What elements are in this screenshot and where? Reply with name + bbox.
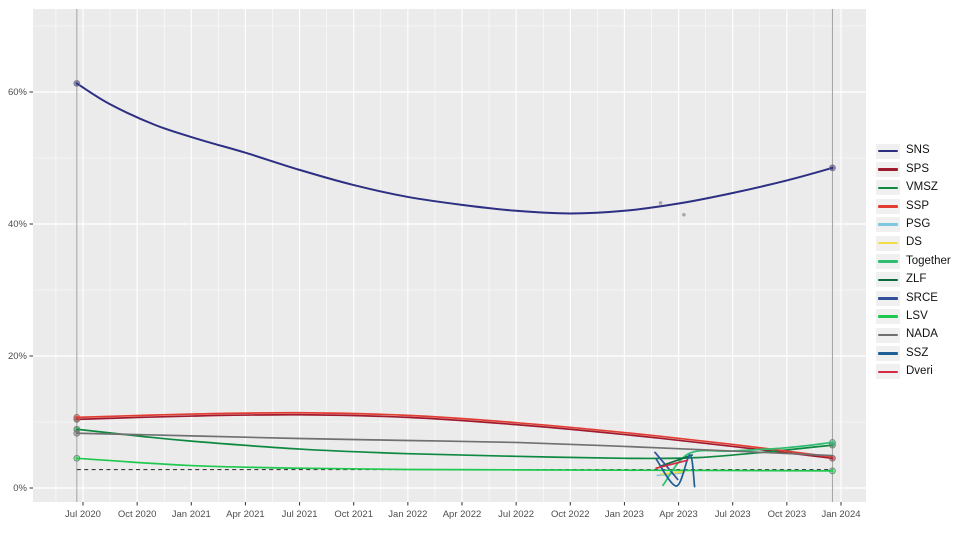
legend-item-psg: PSG bbox=[876, 216, 951, 234]
x-axis-label: Jan 2021 bbox=[172, 509, 211, 520]
legend-line-swatch bbox=[878, 223, 898, 227]
legend-key-icon bbox=[876, 327, 900, 343]
data-point-together bbox=[829, 439, 836, 446]
legend-key-icon bbox=[876, 217, 900, 233]
legend-line-swatch bbox=[878, 370, 898, 374]
legend-key-icon bbox=[876, 272, 900, 288]
x-axis-label: Apr 2022 bbox=[443, 509, 482, 520]
legend-key-icon bbox=[876, 143, 900, 159]
data-point-nada bbox=[73, 429, 81, 437]
legend-label: SPS bbox=[906, 162, 930, 175]
y-axis-label: 40% bbox=[8, 219, 28, 230]
x-axis-label: Jan 2024 bbox=[821, 509, 860, 520]
legend-label: Together bbox=[906, 254, 951, 267]
legend-key-icon bbox=[876, 290, 900, 306]
legend-label: SSZ bbox=[906, 346, 929, 359]
legend-label: Dveri bbox=[906, 365, 933, 378]
legend-line-swatch bbox=[878, 315, 898, 318]
data-point-sns bbox=[73, 80, 81, 87]
data-point-ssp bbox=[73, 414, 81, 421]
legend-line-swatch bbox=[878, 333, 898, 337]
x-axis-label: Apr 2023 bbox=[659, 509, 698, 520]
trend-line-lsv bbox=[75, 457, 834, 472]
poll-scatter-point bbox=[682, 212, 686, 217]
legend-key-icon bbox=[876, 180, 900, 196]
legend-label: SNS bbox=[906, 144, 930, 157]
legend-item-ssz: SSZ bbox=[876, 344, 951, 362]
legend-line-swatch bbox=[878, 278, 898, 282]
legend-item-dveri: Dveri bbox=[876, 363, 951, 381]
legend-line-swatch bbox=[878, 186, 898, 190]
legend-line-swatch bbox=[878, 260, 898, 263]
legend-item-nada: NADA bbox=[876, 326, 951, 344]
trend-line-nada bbox=[75, 432, 834, 457]
legend-item-srce: SRCE bbox=[876, 289, 951, 307]
x-axis-label: Jul 2023 bbox=[715, 509, 751, 520]
trend-line-vmsz bbox=[75, 428, 834, 460]
x-axis-label: Oct 2023 bbox=[768, 509, 807, 520]
y-axis-label: 60% bbox=[8, 87, 28, 98]
legend-item-sps: SPS bbox=[876, 160, 951, 178]
x-axis-label: Jan 2023 bbox=[605, 509, 644, 520]
legend-label: DS bbox=[906, 236, 922, 249]
y-axis-label: 0% bbox=[13, 483, 27, 494]
trend-line-ssp bbox=[75, 411, 834, 458]
legend-line-swatch bbox=[878, 205, 898, 208]
legend-line-swatch bbox=[878, 168, 898, 171]
plot-panel bbox=[33, 9, 866, 502]
data-point-sns bbox=[829, 164, 836, 172]
legend-item-vmsz: VMSZ bbox=[876, 179, 951, 197]
x-axis-label: Apr 2021 bbox=[226, 509, 265, 520]
x-axis-label: Jan 2022 bbox=[388, 509, 427, 520]
data-point-lsv bbox=[829, 467, 836, 475]
x-axis-label: Jul 2021 bbox=[282, 509, 318, 520]
trend-line-sps bbox=[75, 413, 834, 460]
legend-line-swatch bbox=[878, 241, 898, 245]
legend-item-lsv: LSV bbox=[876, 308, 951, 326]
legend-key-icon bbox=[876, 235, 900, 251]
x-axis-label: Jul 2022 bbox=[498, 509, 534, 520]
legend-line-swatch bbox=[878, 297, 898, 300]
y-axis-label: 20% bbox=[8, 351, 28, 362]
legend-key-icon bbox=[876, 345, 900, 361]
trend-line-ssz bbox=[655, 454, 696, 488]
legend-label: NADA bbox=[906, 328, 938, 341]
x-axis-label: Oct 2021 bbox=[334, 509, 373, 520]
data-point-lsv bbox=[73, 454, 81, 462]
poll-scatter-point bbox=[658, 201, 663, 205]
legend-label: SSP bbox=[906, 199, 930, 212]
legend-key-icon bbox=[876, 162, 900, 178]
x-axis-label: Oct 2020 bbox=[118, 509, 157, 520]
trend-line-sns bbox=[75, 82, 834, 215]
legend-item-ssp: SSP bbox=[876, 197, 951, 215]
x-axis-label: Oct 2022 bbox=[551, 509, 590, 520]
x-axis-label: Jul 2020 bbox=[65, 509, 101, 520]
legend-label: VMSZ bbox=[906, 181, 938, 194]
trend-line-dveri bbox=[655, 459, 689, 470]
legend-item-zlf: ZLF bbox=[876, 271, 951, 289]
legend-label: LSV bbox=[906, 309, 928, 322]
legend-item-ds: DS bbox=[876, 234, 951, 252]
legend-line-swatch bbox=[878, 352, 898, 355]
legend-label: ZLF bbox=[906, 273, 927, 286]
legend-label: SRCE bbox=[906, 291, 938, 304]
legend-key-icon bbox=[876, 198, 900, 214]
legend-label: PSG bbox=[906, 218, 931, 230]
legend-key-icon bbox=[876, 364, 900, 380]
legend-line-swatch bbox=[878, 149, 898, 153]
chart-legend: SNS SPS VMSZ SSP PSG DS Together ZLF SRCE LSV NADA… bbox=[876, 142, 951, 381]
legend-item-together: Together bbox=[876, 252, 951, 270]
legend-key-icon bbox=[876, 309, 900, 325]
legend-key-icon bbox=[876, 254, 900, 270]
legend-item-sns: SNS bbox=[876, 142, 951, 160]
